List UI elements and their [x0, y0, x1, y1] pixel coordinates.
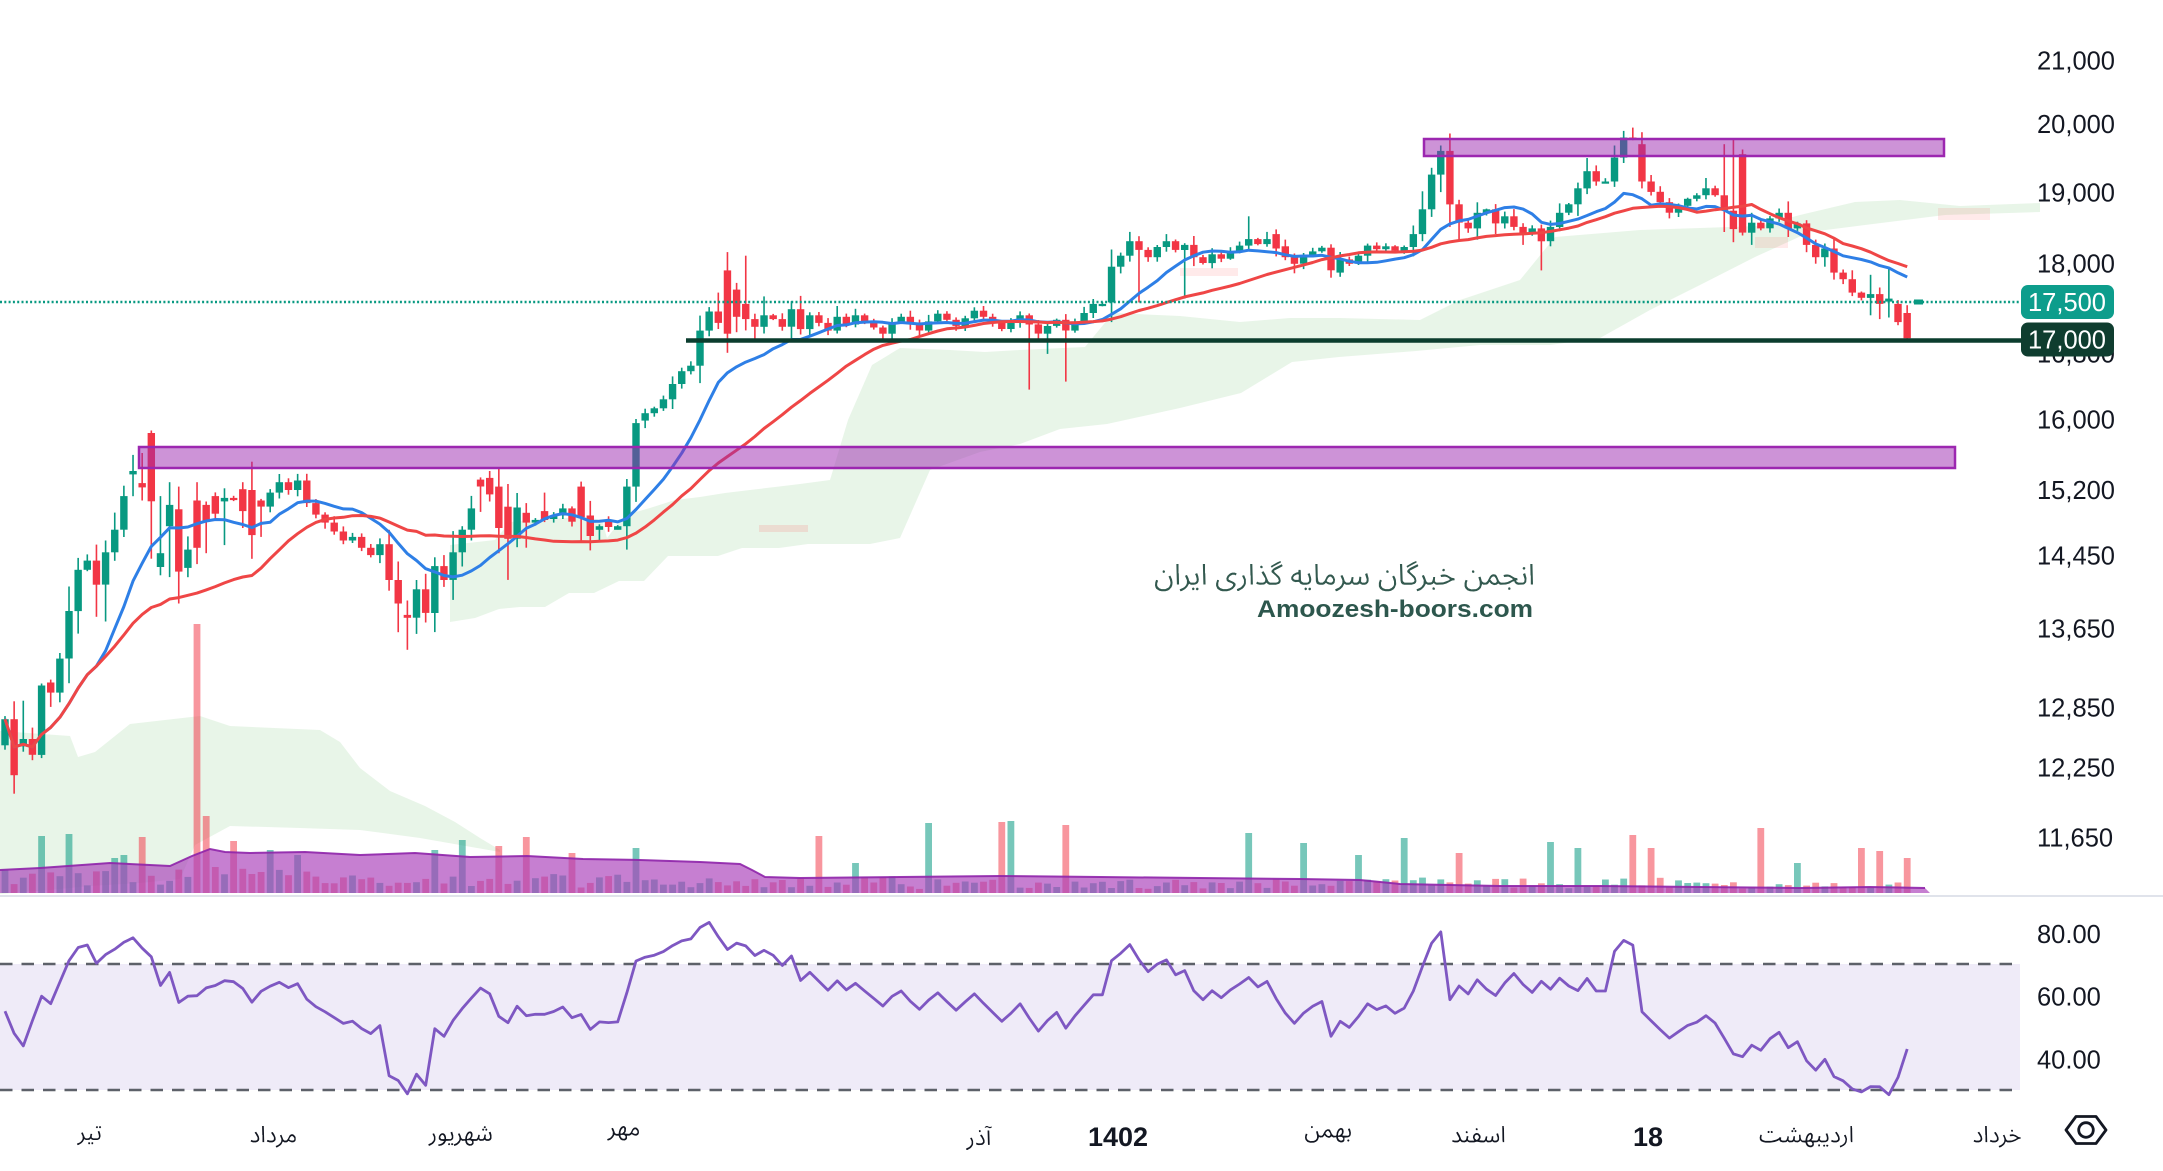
svg-text:17,000: 17,000 — [2028, 327, 2106, 355]
svg-text:12,850: 12,850 — [2037, 695, 2115, 723]
svg-text:19,000: 19,000 — [2037, 180, 2115, 208]
svg-text:18: 18 — [1633, 1122, 1663, 1152]
svg-text:80.00: 80.00 — [2037, 921, 2101, 949]
svg-text:60.00: 60.00 — [2037, 984, 2101, 1012]
svg-text:18,000: 18,000 — [2037, 251, 2115, 279]
svg-text:1402: 1402 — [1088, 1122, 1148, 1152]
svg-text:17,500: 17,500 — [2028, 289, 2106, 317]
svg-text:15,200: 15,200 — [2037, 477, 2115, 505]
svg-text:16,000: 16,000 — [2037, 407, 2115, 435]
svg-text:20,000: 20,000 — [2037, 111, 2115, 139]
svg-text:Amoozesh-boors.com: Amoozesh-boors.com — [1257, 596, 1533, 623]
svg-text:21,000: 21,000 — [2037, 48, 2115, 76]
svg-text:14,450: 14,450 — [2037, 543, 2115, 571]
svg-text:13,650: 13,650 — [2037, 616, 2115, 644]
svg-text:11,650: 11,650 — [2037, 825, 2113, 853]
svg-text:40.00: 40.00 — [2037, 1047, 2101, 1075]
svg-text:12,250: 12,250 — [2037, 755, 2115, 783]
